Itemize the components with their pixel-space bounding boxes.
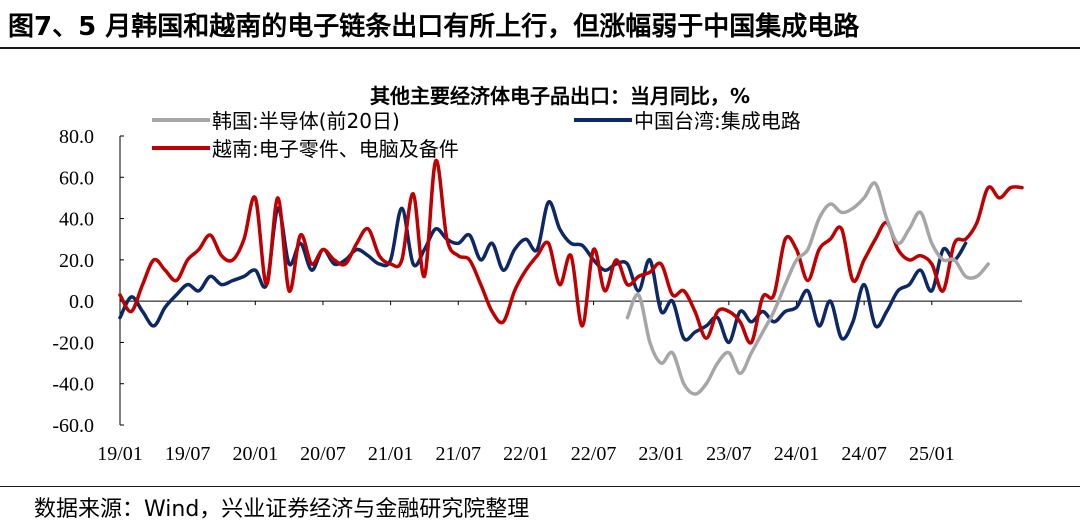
legend-label-taiwan: 中国台湾:集成电路 — [634, 109, 801, 133]
legend-item-vietnam: 越南:电子零件、电脑及备件 — [152, 137, 459, 161]
x-tick-label: 22/01 — [503, 443, 549, 465]
figure-title: 图7、5 月韩国和越南的电子链条出口有所上行，但涨幅弱于中国集成电路 — [8, 12, 860, 42]
y-tick-label: 40.0 — [59, 209, 94, 231]
y-tick-label: 60.0 — [59, 167, 94, 189]
title-rule — [0, 47, 1080, 49]
x-tick-label: 21/07 — [435, 443, 481, 465]
x-tick-label: 19/01 — [97, 443, 143, 465]
legend: 韩国:半导体(前20日) 中国台湾:集成电路 越南:电子零件、电脑及备件 — [152, 109, 801, 161]
legend-item-taiwan: 中国台湾:集成电路 — [574, 109, 801, 133]
source-note: 数据来源：Wind，兴业证券经济与金融研究院整理 — [34, 497, 530, 522]
axes — [119, 136, 1022, 425]
source-rule — [0, 486, 1080, 487]
legend-label-vietnam: 越南:电子零件、电脑及备件 — [212, 137, 459, 161]
series-line-vietnam — [118, 159, 1024, 345]
x-tick-label: 25/01 — [909, 443, 955, 465]
x-tick-label: 23/01 — [638, 443, 684, 465]
x-tick-label: 19/07 — [165, 443, 211, 465]
x-tick-label: 20/01 — [233, 443, 279, 465]
y-tick-label: -40.0 — [52, 374, 94, 396]
x-axis: 19/01 19/07 20/01 20/07 21/01 21/07 22/01 22/07… — [97, 301, 955, 465]
y-tick-label: 20.0 — [59, 250, 94, 272]
y-tick-label: 80.0 — [59, 126, 94, 148]
x-tick-label: 21/01 — [368, 443, 414, 465]
x-tick-label: 24/07 — [841, 443, 887, 465]
series-line-taiwan — [118, 200, 968, 345]
y-tick-label: -20.0 — [52, 332, 94, 354]
legend-label-korea: 韩国:半导体(前20日) — [212, 109, 400, 133]
series-line-korea — [625, 181, 990, 396]
y-axis: 80.0 60.0 40.0 20.0 0.0 -20.0 -40.0 -60.0 — [52, 126, 124, 437]
y-tick-label: -60.0 — [52, 415, 94, 437]
line-chart: 其他主要经济体电子品出口：当月同比，% 韩国:半导体(前20日) 中国台湾:集成… — [52, 84, 1024, 465]
y-tick-label: 0.0 — [69, 291, 94, 313]
x-tick-label: 22/07 — [571, 443, 617, 465]
series-layer — [118, 159, 1024, 396]
x-tick-label: 20/07 — [300, 443, 346, 465]
x-tick-label: 23/07 — [706, 443, 752, 465]
chart-title: 其他主要经济体电子品出口：当月同比，% — [370, 84, 750, 108]
legend-item-korea: 韩国:半导体(前20日) — [152, 109, 400, 133]
x-tick-label: 24/01 — [774, 443, 820, 465]
